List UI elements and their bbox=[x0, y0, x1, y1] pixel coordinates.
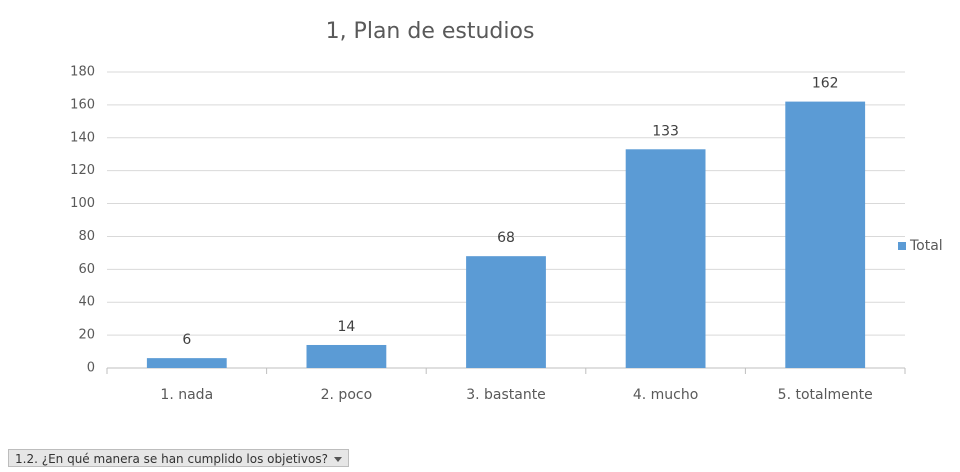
x-tick-label: 3. bastante bbox=[466, 387, 546, 403]
data-label: 68 bbox=[497, 230, 515, 246]
y-tick-label: 60 bbox=[78, 262, 95, 277]
data-label: 133 bbox=[652, 123, 679, 139]
x-tick-label: 2. poco bbox=[321, 387, 373, 403]
bar bbox=[306, 344, 387, 368]
y-tick-label: 180 bbox=[70, 65, 95, 80]
dropdown-arrow bbox=[333, 457, 342, 462]
bar bbox=[146, 358, 227, 368]
x-tick-label: 5. totalmente bbox=[778, 387, 873, 403]
chart-title: 1, Plan de estudios bbox=[326, 19, 535, 44]
y-tick-label: 120 bbox=[70, 163, 95, 178]
y-tick-label: 160 bbox=[70, 97, 95, 112]
chart: 1, Plan de estudios 0 20 40 60 80 100 120 140 16… bbox=[70, 19, 943, 403]
data-label: 162 bbox=[812, 76, 839, 92]
data-label: 6 bbox=[182, 332, 191, 348]
legend-label: Total bbox=[909, 238, 943, 254]
y-tick-label: 0 bbox=[87, 361, 95, 376]
legend-swatch bbox=[898, 242, 906, 250]
bar bbox=[785, 101, 866, 368]
x-tick-label: 4. mucho bbox=[633, 387, 698, 403]
bar bbox=[466, 256, 546, 368]
bar bbox=[625, 149, 706, 368]
y-tick-label: 20 bbox=[78, 328, 95, 343]
y-tick-label: 40 bbox=[78, 295, 95, 310]
y-tick-label: 80 bbox=[78, 229, 95, 244]
filter-label: 1.2. ¿En qué manera se han cumplido los … bbox=[15, 452, 328, 466]
data-label: 14 bbox=[337, 319, 355, 335]
x-tick-label: 1. nada bbox=[160, 387, 213, 403]
y-tick-label: 140 bbox=[70, 130, 95, 145]
y-tick-label: 100 bbox=[70, 196, 95, 211]
filter-dropdown[interactable]: 1.2. ¿En qué manera se han cumplido los … bbox=[8, 449, 349, 467]
